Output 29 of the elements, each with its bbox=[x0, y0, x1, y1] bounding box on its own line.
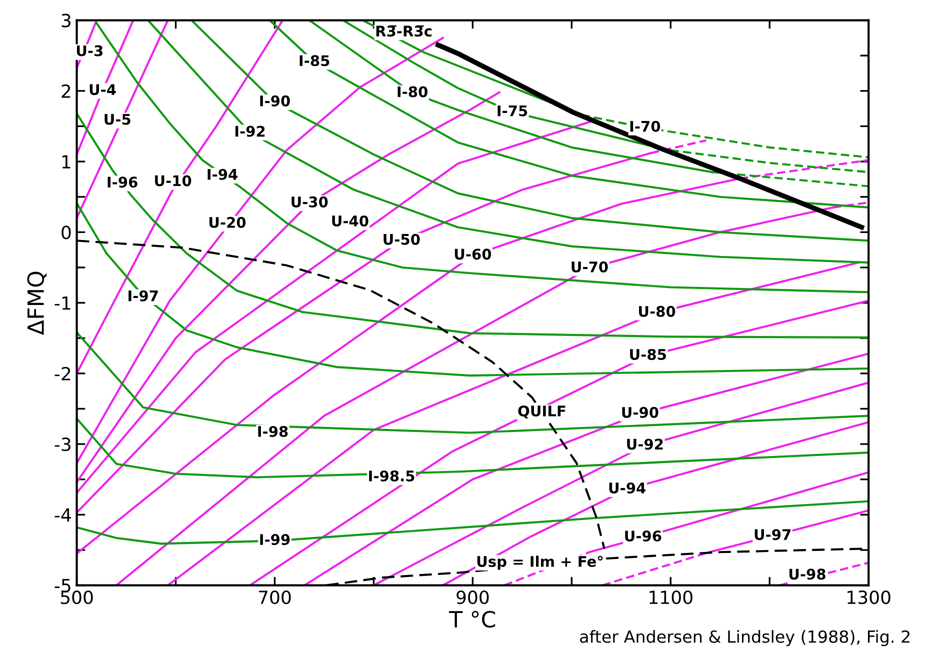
annotation: R3̅-R3̅c bbox=[376, 25, 432, 37]
y-tick-label: -2 bbox=[54, 366, 70, 380]
annotation: Usp = Ilm + Fe° bbox=[477, 556, 603, 570]
y-tick-label: 1 bbox=[62, 155, 70, 168]
annotation: U-20 bbox=[209, 216, 246, 228]
annotation: U-10 bbox=[155, 175, 192, 186]
annotation: I-98 bbox=[258, 426, 288, 437]
x-axis-title: T °C bbox=[448, 610, 496, 628]
y-tick-label: 2 bbox=[62, 84, 70, 98]
x-tick-label: 1300 bbox=[848, 590, 890, 604]
x-tick-label: 700 bbox=[258, 590, 291, 604]
text: after Andersen & Lindsley (1988), Fig. 2 bbox=[580, 630, 910, 646]
annotation: U-98 bbox=[789, 568, 826, 580]
annotation: U-5 bbox=[104, 114, 130, 125]
annotation: I-96 bbox=[108, 176, 138, 188]
y-tick-label: -1 bbox=[54, 296, 70, 310]
annotation: U-40 bbox=[332, 215, 368, 227]
x-tick-label: 1100 bbox=[650, 590, 692, 604]
x-tick-label: 900 bbox=[456, 590, 489, 604]
annotation: QUILF bbox=[518, 405, 566, 418]
y-tick-label: 3 bbox=[62, 14, 70, 28]
y-tick-label: -3 bbox=[54, 438, 70, 452]
y-tick-label: 0 bbox=[62, 226, 71, 240]
y-tick-label: -4 bbox=[54, 508, 71, 522]
annotation: I-94 bbox=[208, 168, 238, 180]
annotation: I-98.5 bbox=[369, 470, 414, 482]
y-axis-title: ΔFMQ bbox=[27, 272, 47, 335]
annotation: U-3 bbox=[76, 45, 103, 56]
x-tick-label: 500 bbox=[60, 590, 93, 604]
